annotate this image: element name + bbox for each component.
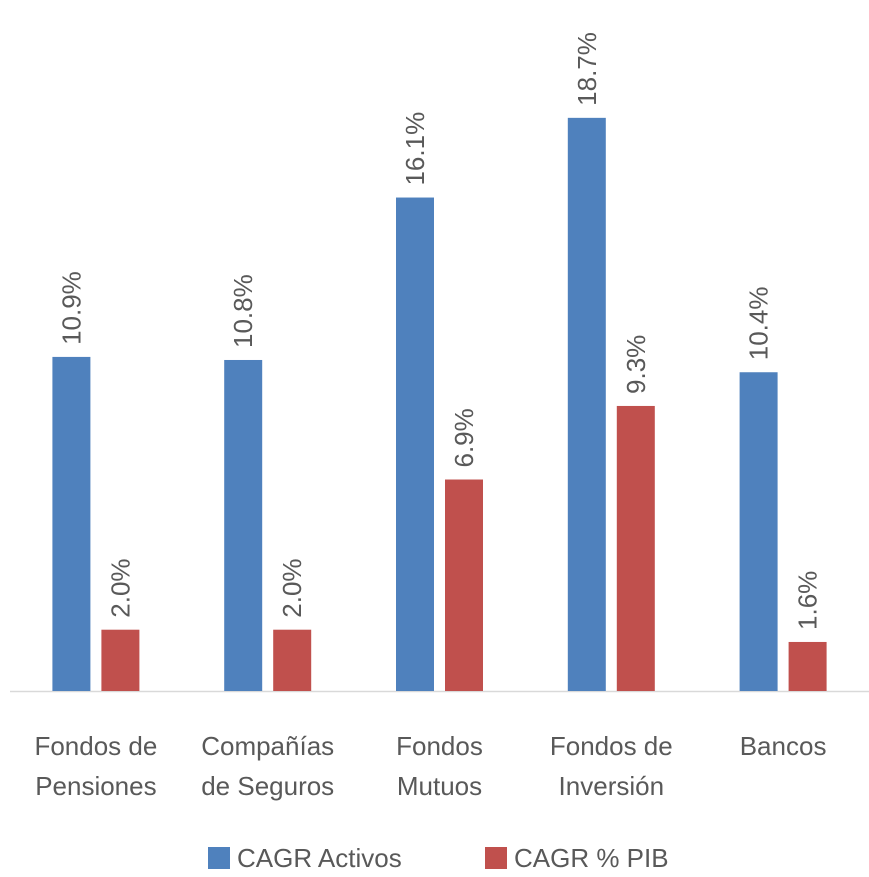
x-tick-label: Fondos <box>396 731 483 761</box>
x-tick-label: Fondos de <box>550 731 673 761</box>
value-label: 6.9% <box>449 408 479 467</box>
legend-label: CAGR % PIB <box>514 843 669 872</box>
bar <box>788 641 827 691</box>
legend-swatch <box>485 847 507 869</box>
bar <box>616 405 655 691</box>
x-tick-label: Mutuos <box>397 771 482 801</box>
x-tick-label: Inversión <box>559 771 665 801</box>
value-label: 2.0% <box>105 558 135 617</box>
x-tick-label: Compañías <box>201 731 334 761</box>
legend-swatch <box>208 847 230 869</box>
x-tick-label: Pensiones <box>35 771 156 801</box>
x-tick-label: Bancos <box>740 731 827 761</box>
value-label: 10.4% <box>744 287 774 361</box>
x-tick-label: Fondos de <box>34 731 157 761</box>
bar <box>445 479 483 691</box>
legend-label: CAGR Activos <box>237 843 402 872</box>
bar <box>224 359 263 691</box>
bar <box>101 629 140 691</box>
bar <box>567 117 606 692</box>
value-label: 10.8% <box>228 274 258 348</box>
bar <box>52 356 91 691</box>
bar <box>396 197 434 691</box>
value-label: 9.3% <box>621 335 651 394</box>
value-label: 16.1% <box>400 112 430 186</box>
bar <box>273 629 312 691</box>
bar <box>739 372 778 691</box>
value-label: 1.6% <box>793 571 823 630</box>
value-label: 10.9% <box>56 271 86 345</box>
x-tick-label: de Seguros <box>201 771 334 801</box>
value-label: 18.7% <box>572 32 602 106</box>
value-label: 2.0% <box>277 558 307 617</box>
